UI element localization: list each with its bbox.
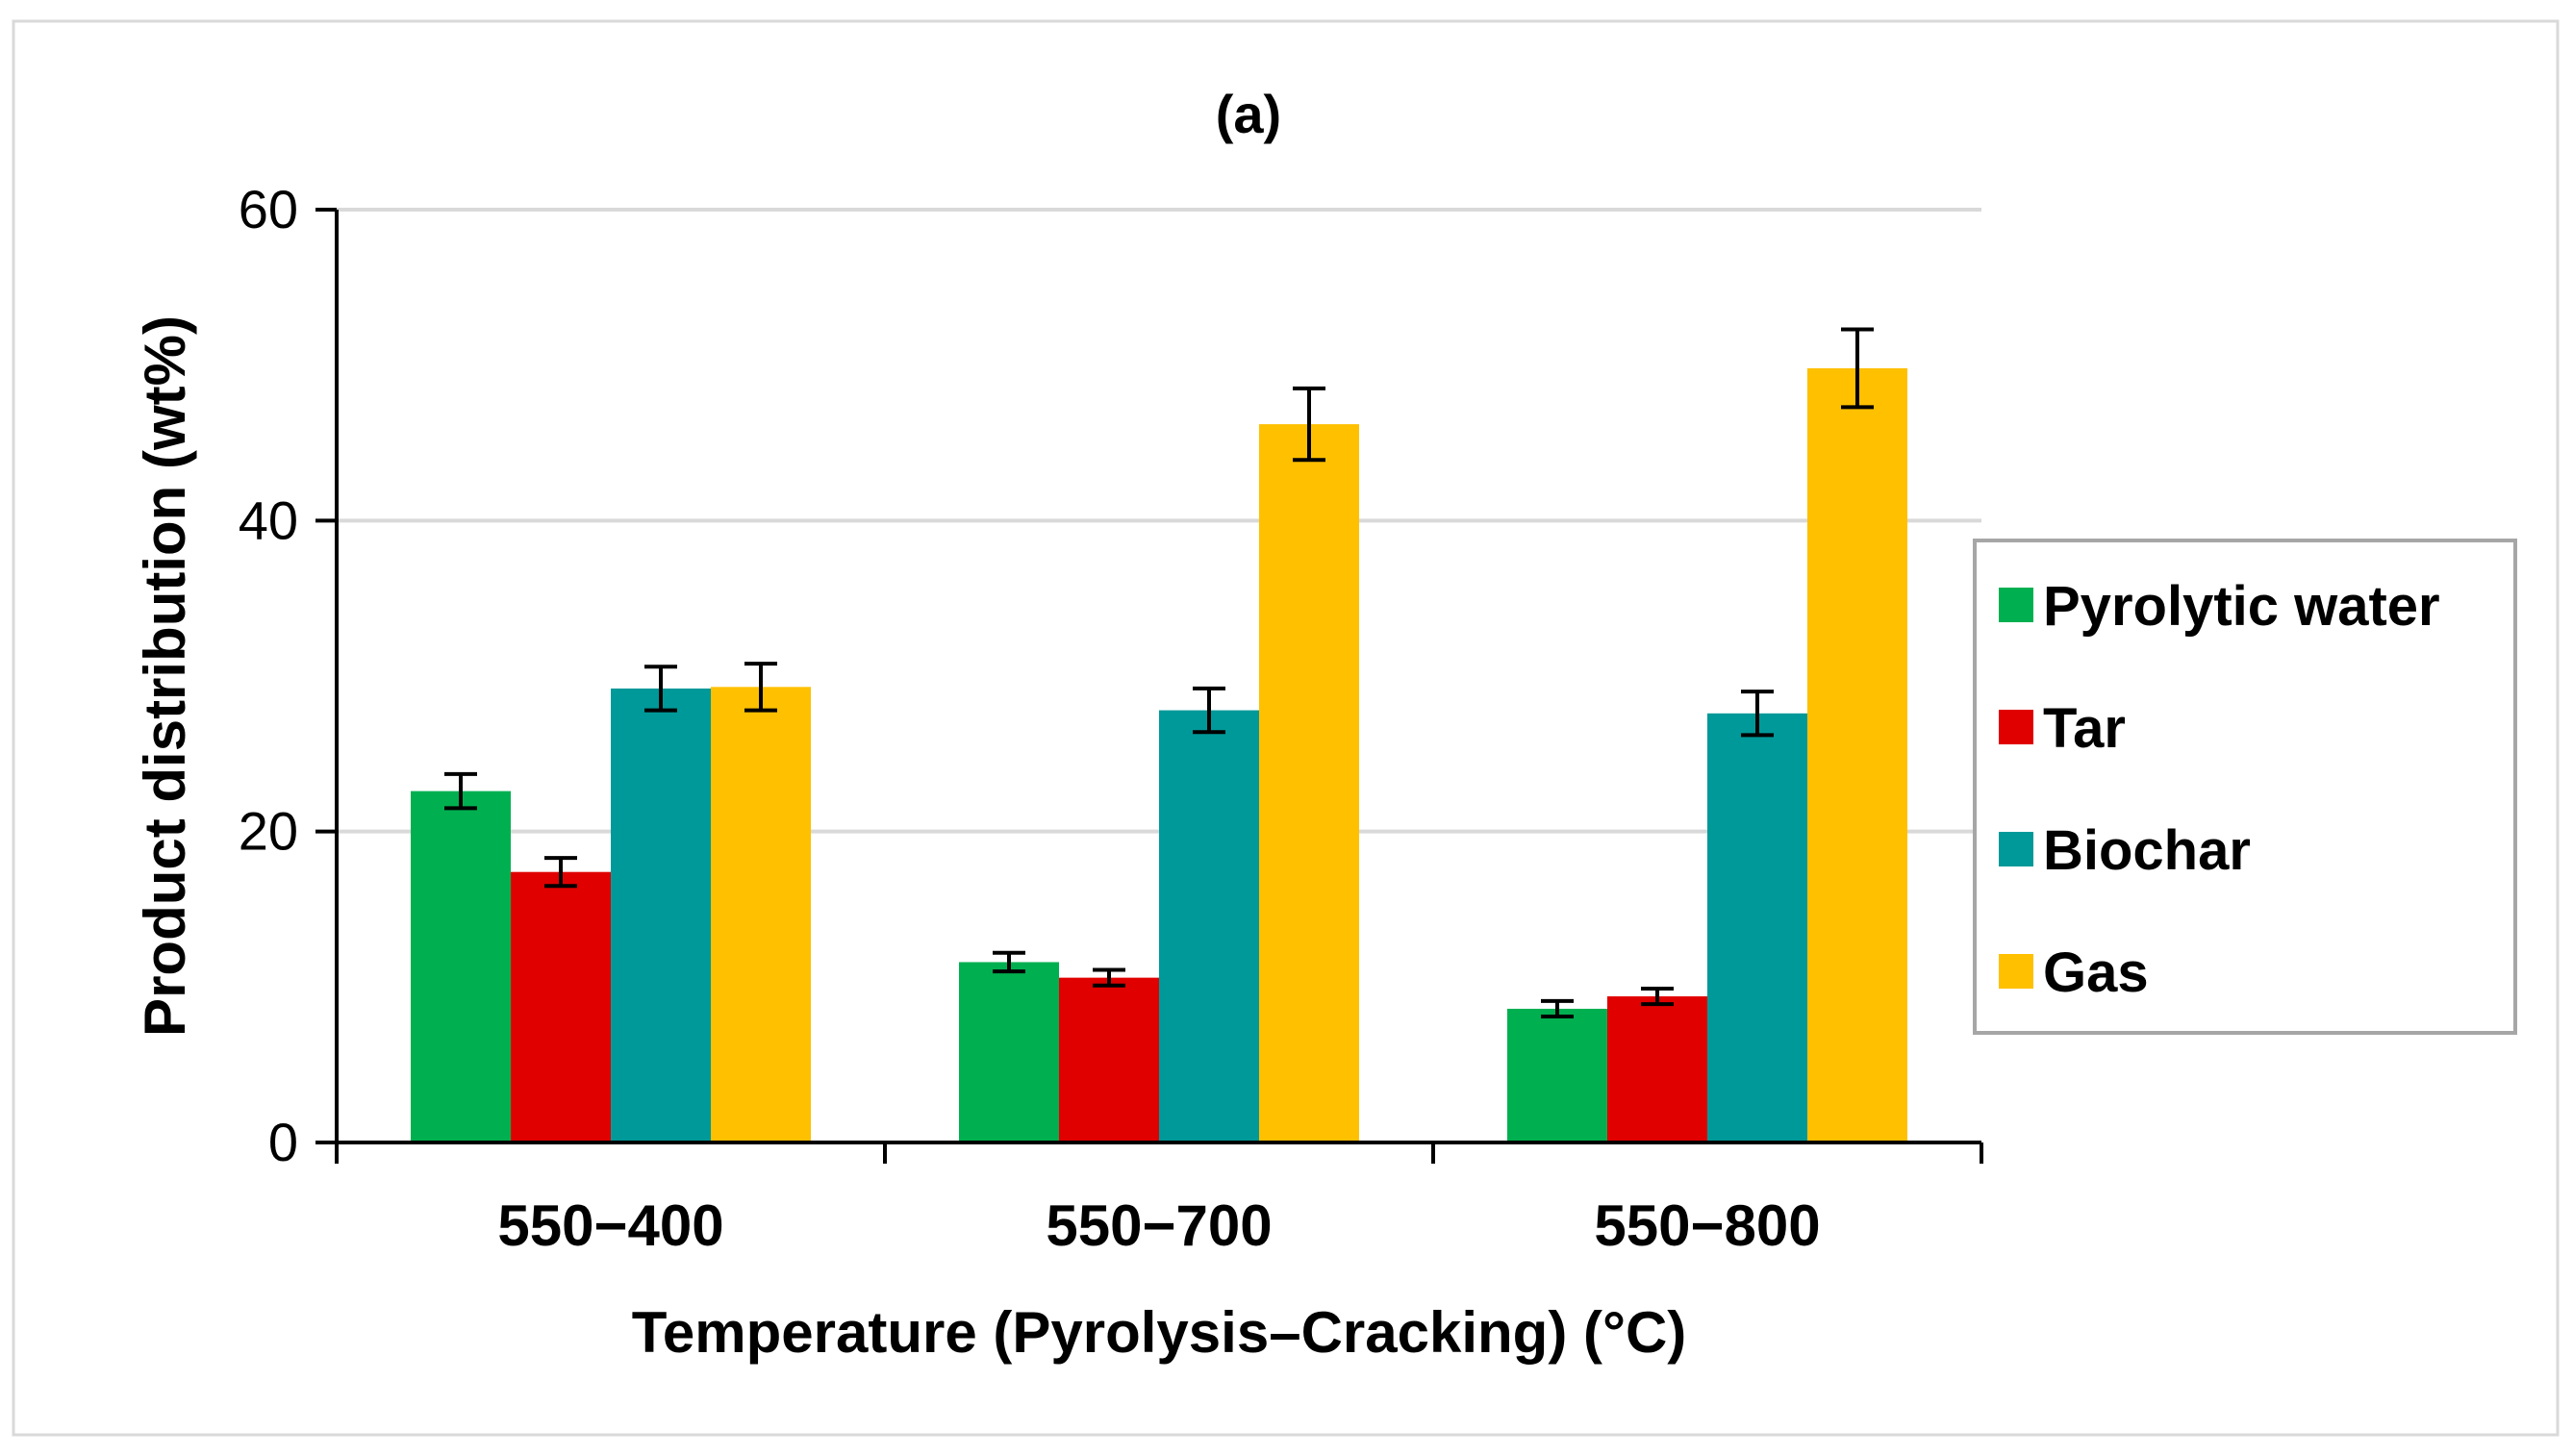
y-tick-label: 60 xyxy=(239,179,298,239)
legend-frame xyxy=(1973,539,2517,1035)
legend-items: Pyrolytic water Tar Biochar Gas xyxy=(1999,575,2440,1004)
legend-label: Gas xyxy=(2043,941,2149,1004)
bar xyxy=(1259,424,1359,1143)
bar xyxy=(1059,977,1159,1142)
bar xyxy=(1807,367,1907,1142)
x-tick-label: 550−700 xyxy=(1046,1193,1272,1258)
legend-swatch xyxy=(1999,588,2033,622)
bar xyxy=(711,687,811,1142)
bar xyxy=(611,688,711,1142)
legend-label: Pyrolytic water xyxy=(2043,575,2440,638)
x-axis-title: Temperature (Pyrolysis–Cracking) (°C) xyxy=(632,1300,1687,1365)
bar xyxy=(959,962,1059,1142)
y-tick-label: 0 xyxy=(268,1112,298,1172)
legend-swatch xyxy=(1999,832,2033,866)
y-tick-label: 20 xyxy=(239,801,298,862)
y-tick-label: 40 xyxy=(239,490,298,550)
bar xyxy=(1607,996,1707,1142)
x-tick-label: 550−800 xyxy=(1594,1193,1820,1258)
bars xyxy=(411,367,1907,1143)
y-axis-title: Product distribution (wt%) xyxy=(133,315,197,1037)
x-axis-ticks: 550−400 550−700 550−800 xyxy=(335,1142,1983,1258)
bar xyxy=(1507,1008,1607,1142)
legend: Pyrolytic water Tar Biochar Gas xyxy=(1973,539,2517,1035)
x-tick-label: 550−400 xyxy=(497,1193,723,1258)
legend-label: Tar xyxy=(2043,697,2126,760)
bar xyxy=(411,791,511,1142)
legend-swatch xyxy=(1999,710,2033,744)
bar xyxy=(1707,713,1807,1142)
error-bars xyxy=(444,327,1874,1019)
legend-label: Biochar xyxy=(2043,819,2251,882)
legend-swatch xyxy=(1999,954,2033,989)
bar xyxy=(1159,710,1259,1142)
y-axis-ticks: 0 20 40 60 xyxy=(239,179,337,1172)
bar xyxy=(511,871,611,1142)
chart-title: (a) xyxy=(1216,84,1281,144)
